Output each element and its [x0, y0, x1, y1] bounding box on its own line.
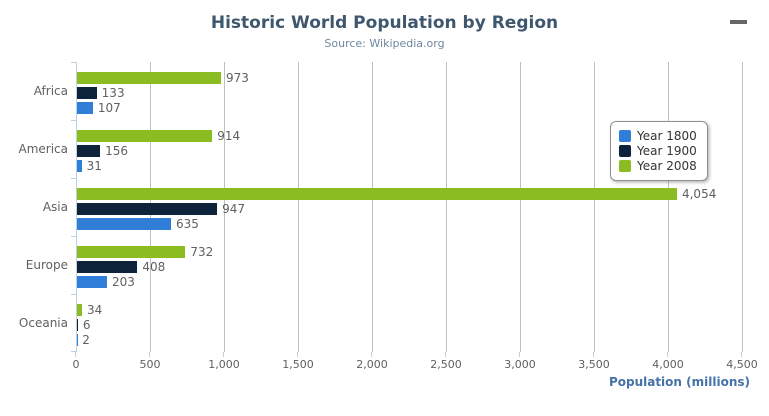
x-axis-tick: [593, 352, 594, 357]
legend-swatch-icon: [619, 145, 631, 157]
bar-america-year-1900[interactable]: [77, 145, 101, 157]
gridline-2000: [372, 62, 373, 352]
legend-label: Year 1800: [637, 129, 697, 143]
bar-africa-year-1800[interactable]: [77, 102, 93, 114]
gridline-4000: [668, 62, 669, 352]
bar-america-year-1800[interactable]: [77, 160, 82, 172]
x-axis-tick: [297, 352, 298, 357]
gridline-3500: [594, 62, 595, 352]
data-label-europe-year-1800: 203: [112, 275, 135, 289]
x-axis-tick: [75, 352, 76, 357]
data-label-america-year-1900: 156: [105, 144, 128, 158]
bar-africa-year-1900[interactable]: [77, 87, 97, 99]
x-tick-label-3000: 3,000: [504, 358, 536, 371]
x-tick-label-500: 500: [139, 358, 161, 371]
chart-subtitle: Source: Wikipedia.org: [324, 37, 445, 50]
x-axis-tick: [667, 352, 668, 357]
legend-item-year-1800[interactable]: Year 1800: [619, 129, 697, 143]
x-axis-tick: [519, 352, 520, 357]
legend-swatch-icon: [619, 130, 631, 142]
y-axis-tick: [71, 120, 77, 121]
legend-item-year-2008[interactable]: Year 2008: [619, 159, 697, 173]
bar-asia-year-1800[interactable]: [77, 218, 171, 230]
data-label-asia-year-2008: 4,054: [681, 187, 717, 201]
x-axis-tick: [741, 352, 742, 357]
x-axis-tick: [371, 352, 372, 357]
x-tick-label-3500: 3,500: [578, 358, 610, 371]
bar-africa-year-2008[interactable]: [77, 72, 221, 84]
data-label-asia-year-1800: 635: [175, 217, 199, 231]
data-label-oceania-year-1800: 2: [82, 333, 90, 347]
category-label-oceania: Oceania: [18, 316, 68, 330]
bar-asia-year-2008[interactable]: [77, 188, 677, 200]
x-axis-tick: [445, 352, 446, 357]
x-axis-tick: [149, 352, 150, 357]
bar-asia-year-1900[interactable]: [77, 203, 218, 215]
x-axis-tick: [223, 352, 224, 357]
category-label-america: America: [18, 142, 69, 156]
data-label-europe-year-2008: 732: [190, 245, 214, 259]
gridline-1000: [224, 62, 225, 352]
bar-oceania-year-1900[interactable]: [77, 319, 78, 331]
bar-europe-year-2008[interactable]: [77, 246, 186, 258]
bar-europe-year-1800[interactable]: [77, 276, 108, 288]
bar-america-year-2008[interactable]: [77, 130, 213, 142]
data-label-africa-year-2008: 973: [226, 71, 249, 85]
x-tick-label-2500: 2,500: [430, 358, 462, 371]
data-label-oceania-year-2008: 34: [87, 303, 103, 317]
y-axis-tick: [71, 294, 77, 295]
hamburger-icon: [730, 20, 747, 24]
x-tick-label-1500: 1,500: [282, 358, 314, 371]
data-label-oceania-year-1900: 6: [82, 318, 91, 332]
bar-oceania-year-2008[interactable]: [77, 304, 83, 316]
chart-title: Historic World Population by Region: [210, 13, 559, 33]
x-tick-label-1000: 1,000: [208, 358, 240, 371]
x-tick-label-2000: 2,000: [356, 358, 388, 371]
legend-label: Year 1900: [637, 144, 697, 158]
data-label-america-year-1800: 31: [86, 159, 102, 173]
x-tick-label-4000: 4,000: [652, 358, 684, 371]
x-axis-title: Population (millions): [608, 375, 750, 389]
category-label-asia: Asia: [42, 200, 68, 214]
legend-label: Year 2008: [637, 159, 697, 173]
data-label-asia-year-1900: 947: [222, 202, 246, 216]
bar-europe-year-1900[interactable]: [77, 261, 138, 273]
legend-item-year-1900[interactable]: Year 1900: [619, 144, 697, 158]
gridline-1500: [298, 62, 299, 352]
legend-swatch-icon: [619, 160, 631, 172]
x-tick-label-0: 0: [72, 358, 80, 371]
category-label-africa: Africa: [33, 84, 68, 98]
x-tick-label-4500: 4,500: [726, 358, 758, 371]
export-menu-button[interactable]: [727, 17, 751, 43]
data-label-europe-year-1900: 408: [142, 260, 166, 274]
data-label-america-year-2008: 914: [217, 129, 241, 143]
gridline-4500: [742, 62, 743, 352]
y-axis-tick: [71, 236, 77, 237]
category-label-europe: Europe: [25, 258, 68, 272]
y-axis-tick: [71, 351, 77, 352]
gridline-3000: [520, 62, 521, 352]
data-label-africa-year-1900: 133: [101, 86, 125, 100]
data-label-africa-year-1800: 107: [97, 101, 121, 115]
legend: Year 1800 Year 1900 Year 2008: [610, 121, 708, 181]
y-axis-tick: [71, 62, 77, 63]
y-axis-tick: [71, 178, 77, 179]
gridline-2500: [446, 62, 447, 352]
